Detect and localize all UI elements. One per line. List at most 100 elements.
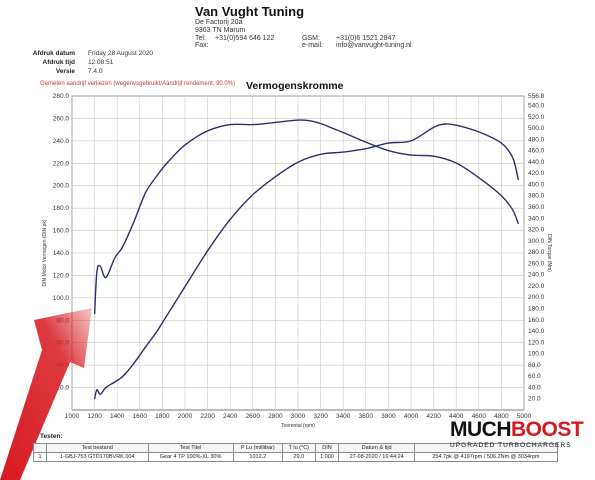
address-line-2: 9363 TN Marum	[195, 27, 246, 34]
x-tick-label: 1200	[87, 413, 102, 420]
x-tick-label: 2000	[178, 413, 193, 420]
y-right-tick-label: 540.0	[528, 102, 545, 109]
y-right-tick-label: 480.0	[528, 136, 545, 143]
y-right-tick-label: 220.0	[528, 283, 545, 290]
tel-value: +31(0)594 646 122	[215, 35, 275, 42]
y-left-tick-label: 120.0	[53, 272, 70, 279]
x-tick-label: 4400	[449, 413, 464, 420]
y-left-tick-label: 160.0	[53, 228, 70, 235]
y-right-tick-label: 180.0	[528, 305, 545, 312]
logo-text-much: MUCH	[450, 418, 512, 441]
y-right-tick-label: 556.8	[528, 93, 545, 100]
x-tick-label: 4800	[494, 413, 509, 420]
logo-tagline: UPGRADED TURBOCHARGERS	[450, 442, 572, 449]
y-right-tick-labels: 20.0 40.0 60.0 80.0 100.0 120.0 140.0 160.0 180.…	[528, 93, 545, 403]
y-right-tick-label: 320.0	[528, 227, 545, 234]
x-axis-label: Toerental (rpm)	[281, 423, 315, 429]
table-cell: 1.000	[314, 452, 340, 462]
col-header: P Lu (millibar)	[232, 443, 284, 453]
x-tick-label: 3800	[381, 413, 396, 420]
y-right-tick-label: 400.0	[528, 181, 545, 188]
y-left-tick-label: 20.0	[56, 385, 69, 392]
x-tick-label: 3000	[291, 413, 306, 420]
table-cell: 1012.2	[232, 452, 284, 462]
x-tick-label: 2800	[268, 413, 283, 420]
x-tick-label: 3600	[359, 413, 374, 420]
y-right-tick-label: 80.0	[528, 362, 541, 369]
table-cell: 27-08-2020 / 16:44:24	[338, 452, 415, 462]
gsm-value: +31(0)6 1521 2847	[336, 35, 396, 42]
x-tick-label: 1000	[65, 413, 80, 420]
y-right-tick-label: 280.0	[528, 249, 545, 256]
y-right-tick-label: 60.0	[528, 373, 541, 380]
x-tick-label: 1400	[110, 413, 125, 420]
print-time-value: 12:08:51	[88, 59, 114, 66]
tests-section-label: Testen:	[40, 433, 63, 440]
table-cell: 1	[33, 452, 47, 462]
y-right-tick-label: 260.0	[528, 260, 545, 267]
col-header: Test bestand	[46, 443, 149, 453]
x-tick-label: 2600	[246, 413, 261, 420]
x-tick-label: 1800	[155, 413, 170, 420]
y-left-tick-label: 100.0	[53, 295, 70, 302]
torque-curve	[93, 119, 520, 315]
company-name: Van Vught Tuning	[195, 4, 305, 19]
col-header: Test Titel	[147, 443, 234, 453]
x-tick-labels: 1000 1200 1400 1600 1800 2000 2200 2400 2600 2800…	[65, 413, 532, 420]
y-right-tick-label: 200.0	[528, 294, 545, 301]
y-axis-right-label: DIN Torque (Nm)	[546, 234, 552, 272]
y-right-tick-label: 240.0	[528, 272, 545, 279]
version-value: 7.4.0	[88, 68, 103, 75]
col-header: T lu (°C)	[282, 443, 316, 453]
y-right-tick-label: 160.0	[528, 317, 545, 324]
red-arrow-overlay	[0, 308, 92, 480]
y-right-tick-label: 360.0	[528, 204, 545, 211]
y-left-tick-label: 280.0	[53, 93, 70, 100]
print-date-label: Afdruk datum	[32, 50, 75, 57]
y-right-tick-label: 420.0	[528, 170, 545, 177]
x-tick-label: 3200	[313, 413, 328, 420]
table-cell: 29.0	[282, 452, 316, 462]
logo-text-boost: BOOST	[511, 418, 584, 441]
x-tick-label: 2400	[223, 413, 238, 420]
y-left-tick-label: 220.0	[53, 160, 70, 167]
y-left-tick-label: 200.0	[53, 183, 70, 190]
table-cell: 254.7pk @ 4197rpm / 506.2Nm @ 3034rpm	[413, 452, 559, 462]
series-group	[93, 119, 520, 399]
y-left-tick-label: 140.0	[53, 250, 70, 257]
email-value[interactable]: info@vanvught-tuning.nl	[336, 42, 412, 49]
test-table: Test bestand Test Titel P Lu (millibar) …	[33, 443, 559, 462]
x-tick-label: 4000	[404, 413, 419, 420]
y-right-tick-label: 340.0	[528, 215, 545, 222]
col-header	[33, 443, 47, 453]
y-right-tick-label: 120.0	[528, 339, 545, 346]
drivetrain-loss-note: Gemeten aandrijf verliezen (wegenvsgebru…	[40, 81, 236, 87]
print-date-value: Friday 28 August 2020	[88, 50, 154, 57]
y-right-tick-label: 460.0	[528, 148, 545, 155]
y-right-tick-label: 440.0	[528, 159, 545, 166]
chart-title: Vermogenskromme	[246, 80, 344, 92]
gsm-label: GSM:	[302, 35, 320, 42]
x-tick-label: 4600	[472, 413, 487, 420]
y-right-tick-label: 520.0	[528, 114, 545, 121]
x-tick-label: 4200	[426, 413, 441, 420]
y-right-tick-label: 380.0	[528, 193, 545, 200]
col-header: DIN	[314, 443, 340, 453]
table-cell: 1-GBJ-753 GTD170BVRK.004	[46, 452, 149, 462]
fax-label: Fax:	[195, 42, 209, 49]
x-tick-label: 3400	[336, 413, 351, 420]
x-tick-label: 2200	[200, 413, 215, 420]
table-row[interactable]: 1 1-GBJ-753 GTD170BVRK.004 Gear 4 TP 100…	[33, 452, 559, 462]
y-right-tick-label: 100.0	[528, 351, 545, 358]
y-left-tick-label: 260.0	[53, 115, 70, 122]
address-line-1: De Factorij 20a	[195, 19, 243, 26]
x-tick-label: 1600	[133, 413, 148, 420]
tel-label: Tel:	[195, 35, 206, 42]
y-axis-left-label: DIN Motor Vermogen (DIN pk)	[42, 219, 48, 286]
x-tick-label: 5000	[517, 413, 532, 420]
y-left-tick-label: 240.0	[53, 138, 70, 145]
email-label: e-mail:	[302, 42, 324, 49]
y-left-tick-label: 180.0	[53, 205, 70, 212]
version-label: Versie	[55, 68, 75, 75]
